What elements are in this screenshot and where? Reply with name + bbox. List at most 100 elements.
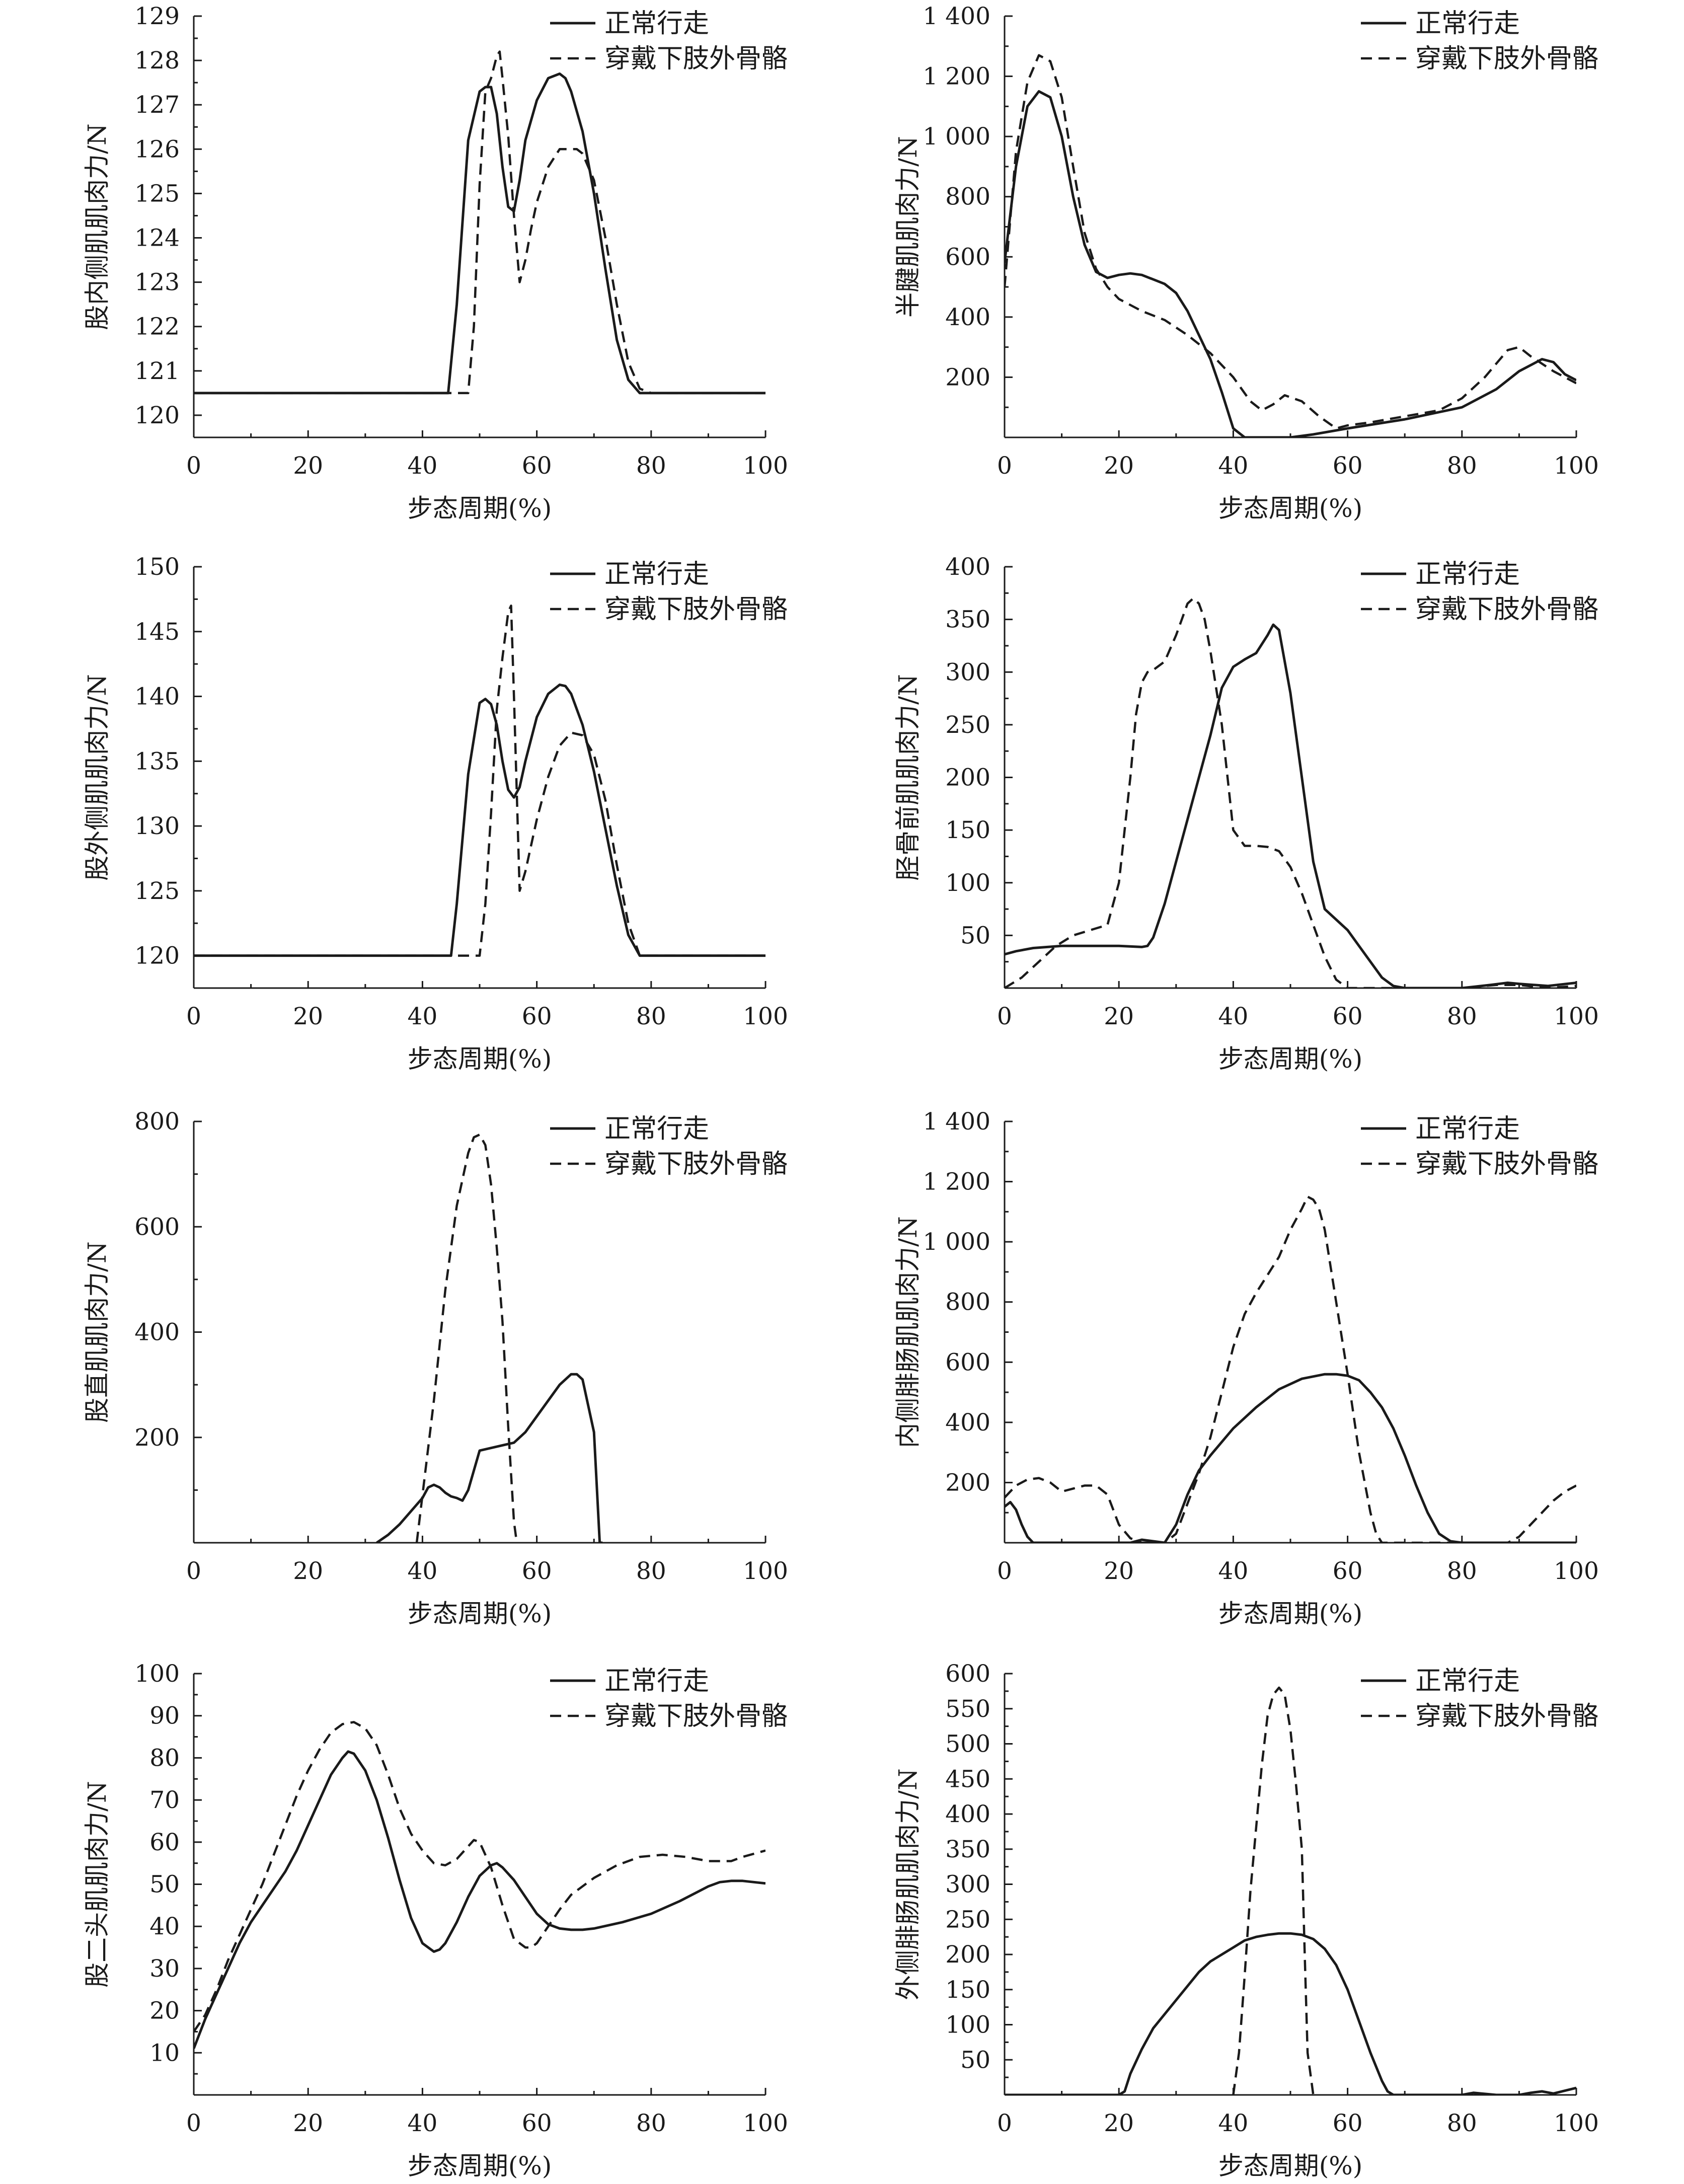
x-tick-label: 100: [1554, 1557, 1599, 1585]
x-axis-label: 步态周期(%): [408, 1044, 552, 1074]
y-tick-label: 150: [134, 553, 180, 581]
chart-panel-2: 0 20 40 60 80 100 200 400 600 800 1 000 1 200 1 400 步…: [893, 3, 1599, 523]
y-tick-label: 127: [134, 91, 180, 119]
series-line-normal-walking: [1005, 623, 1576, 988]
series-line-exoskeleton: [1005, 54, 1576, 430]
y-tick-label: 200: [945, 363, 990, 391]
y-tick-label: 1 400: [923, 3, 990, 30]
y-tick-label: 600: [134, 1213, 180, 1241]
chart-panel-6: 0 20 40 60 80 100 200 400 600 800 1 000 1 200 1 400 步…: [893, 1108, 1599, 1628]
y-tick-label: 550: [945, 1695, 990, 1723]
y-tick-label: 400: [945, 1409, 990, 1437]
legend-label-normal: 正常行走: [604, 1114, 709, 1144]
y-tick-label: 200: [134, 1424, 180, 1452]
y-tick-label: 250: [945, 711, 990, 739]
legend-label-normal: 正常行走: [1415, 1114, 1520, 1144]
series-line-exoskeleton: [194, 605, 766, 957]
y-tick-label: 145: [134, 618, 180, 646]
x-tick-label: 100: [743, 2110, 788, 2137]
x-tick-label: 20: [293, 2110, 323, 2137]
y-tick-label: 50: [960, 2046, 990, 2074]
y-tick-label: 80: [149, 1744, 180, 1772]
x-tick-label: 100: [1554, 452, 1599, 480]
series-line-exoskeleton: [415, 1133, 518, 1543]
x-tick-label: 100: [1554, 2110, 1599, 2137]
y-tick-label: 1 000: [923, 123, 990, 150]
y-tick-label: 150: [945, 816, 990, 844]
x-axis-label: 步态周期(%): [1218, 1044, 1363, 1074]
y-tick-label: 400: [945, 1800, 990, 1828]
x-tick-label: 40: [1218, 452, 1248, 480]
y-axis-label: 内侧腓肠肌肌肉力/N: [893, 1216, 923, 1448]
y-axis-label: 胫骨前肌肌肉力/N: [893, 674, 923, 881]
x-tick-label: 80: [636, 1003, 666, 1030]
x-axis-label: 步态周期(%): [408, 1599, 552, 1628]
y-tick-label: 200: [945, 1941, 990, 1969]
y-tick-label: 800: [945, 183, 990, 211]
y-axis-label: 股直肌肌肉力/N: [83, 1241, 112, 1423]
y-tick-label: 50: [960, 922, 990, 949]
series-line-normal-walking: [194, 1750, 766, 2049]
series-line-exoskeleton: [194, 50, 766, 395]
chart-panel-5: 0 20 40 60 80 100 200 400 600 800 步态周期(%) 股直肌肌肉力/N 正…: [83, 1108, 788, 1628]
y-tick-label: 300: [945, 658, 990, 686]
x-tick-label: 40: [407, 452, 437, 480]
legend-label-normal: 正常行走: [604, 1666, 709, 1696]
x-tick-label: 80: [1447, 1557, 1477, 1585]
x-tick-label: 100: [743, 1003, 788, 1030]
y-tick-label: 124: [134, 224, 180, 252]
x-tick-label: 0: [186, 1003, 201, 1030]
series-line-normal-walking: [1005, 1932, 1576, 2095]
y-tick-label: 800: [945, 1289, 990, 1316]
y-tick-label: 1 200: [923, 63, 990, 91]
y-tick-label: 800: [134, 1108, 180, 1136]
y-tick-label: 30: [149, 1955, 180, 1983]
x-tick-label: 40: [407, 2110, 437, 2137]
legend-label-exoskeleton: 穿戴下肢外骨骼: [604, 1149, 788, 1179]
y-tick-label: 400: [945, 553, 990, 581]
y-tick-label: 600: [945, 1348, 990, 1376]
x-tick-label: 80: [636, 2110, 666, 2137]
x-tick-label: 40: [1218, 1003, 1248, 1030]
chart-panel-1: 0 20 40 60 80 100 120 121 122 123 124 125 126 127 128 1…: [83, 3, 788, 523]
series-line-normal-walking: [1005, 90, 1576, 437]
y-tick-label: 300: [945, 1871, 990, 1899]
y-tick-label: 125: [134, 180, 180, 207]
x-tick-label: 0: [186, 452, 201, 480]
x-tick-label: 80: [1447, 1003, 1477, 1030]
series-line-exoskeleton: [1005, 1195, 1576, 1543]
y-axis-label: 股外侧肌肌肉力/N: [83, 674, 112, 881]
legend-label-exoskeleton: 穿戴下肢外骨骼: [604, 1701, 788, 1731]
y-tick-label: 135: [134, 747, 180, 775]
x-tick-label: 0: [186, 1557, 201, 1585]
x-axis-label: 步态周期(%): [1218, 2151, 1363, 2180]
y-tick-label: 90: [149, 1702, 180, 1730]
y-tick-label: 150: [945, 1976, 990, 2004]
y-axis-label: 外侧腓肠肌肌肉力/N: [893, 1768, 923, 2000]
y-tick-label: 128: [134, 47, 180, 74]
series-line-exoskeleton: [1232, 1686, 1315, 2095]
y-tick-label: 400: [945, 304, 990, 331]
x-tick-label: 20: [293, 1557, 323, 1585]
chart-panel-8: 0 20 40 60 80 100 50 100 150 200 250 300 350 400 450 50…: [893, 1660, 1599, 2180]
x-tick-label: 60: [522, 452, 552, 480]
legend-label-exoskeleton: 穿戴下肢外骨骼: [1415, 44, 1598, 74]
x-tick-label: 0: [997, 1557, 1012, 1585]
x-tick-label: 20: [293, 1003, 323, 1030]
x-tick-label: 100: [743, 452, 788, 480]
y-tick-label: 129: [134, 3, 180, 30]
y-tick-label: 120: [134, 942, 180, 970]
x-tick-label: 60: [1333, 2110, 1363, 2137]
x-tick-label: 0: [186, 2110, 201, 2137]
legend-label-normal: 正常行走: [1415, 9, 1520, 39]
y-tick-label: 70: [149, 1786, 180, 1814]
y-tick-label: 140: [134, 683, 180, 711]
y-tick-label: 1 400: [923, 1108, 990, 1136]
